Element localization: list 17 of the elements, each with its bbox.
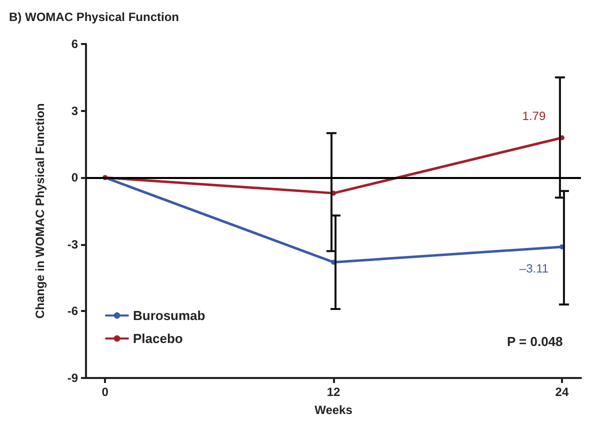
y-tick-label: -6	[67, 304, 78, 318]
data-label: –3.11	[519, 261, 549, 276]
x-axis-title: Weeks	[314, 403, 353, 417]
y-tick-label: 0	[71, 170, 78, 185]
data-label: 1.79	[522, 109, 546, 124]
y-tick-label: 6	[71, 37, 78, 51]
x-tick-label: 12	[326, 385, 340, 399]
x-tick-label: 24	[555, 385, 569, 399]
chart-title: B) WOMAC Physical Function	[9, 10, 180, 24]
x-tick-label: 0	[102, 385, 109, 399]
legend-label: Burosumab	[133, 308, 206, 323]
y-tick-label: 3	[71, 104, 78, 118]
y-tick-label: -3	[67, 237, 78, 252]
y-tick-label: -9	[67, 371, 78, 385]
annotation: P = 0.048	[506, 334, 563, 349]
y-axis-title: Change in WOMAC Physical Function	[33, 103, 47, 319]
legend-label: Placebo	[133, 331, 183, 346]
